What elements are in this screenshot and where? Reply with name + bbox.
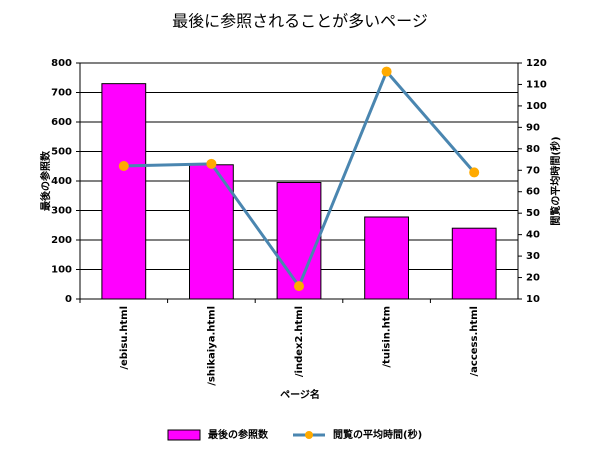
marker (118, 160, 129, 171)
y2-tick-label: 70 (526, 165, 540, 176)
y-axis-title: 最後の参照数 (39, 150, 52, 211)
y2-axis-title: 閲覧の平均時間(秒) (549, 136, 562, 225)
x-tick-label: /ebisu.html (119, 306, 130, 370)
bar (451, 227, 497, 300)
bar (364, 216, 410, 300)
y2-tick-label: 40 (526, 230, 540, 241)
y-tick-label: 500 (51, 147, 72, 158)
marker (206, 158, 217, 169)
y2-tick-label: 80 (526, 144, 540, 155)
marker (381, 66, 392, 77)
bar (276, 181, 322, 300)
legend-label: 最後の参照数 (208, 428, 269, 441)
bar (101, 83, 147, 300)
y-tick-label: 700 (51, 88, 72, 99)
legend-swatch (167, 429, 201, 441)
y-tick-label: 100 (51, 265, 72, 276)
y2-tick-label: 60 (526, 187, 540, 198)
y2-tick-label: 50 (526, 208, 540, 219)
y2-tick-label: 100 (526, 101, 547, 112)
x-tick-label: /access.html (469, 306, 480, 377)
y2-tick-label: 120 (526, 58, 547, 69)
x-axis-title: ページ名 (280, 388, 320, 401)
y-tick-label: 400 (51, 176, 72, 187)
bar (189, 164, 234, 300)
y2-tick-label: 90 (526, 122, 540, 133)
y-tick-label: 800 (51, 58, 72, 69)
legend-marker (305, 431, 313, 439)
y-tick-label: 300 (51, 206, 72, 217)
marker (469, 167, 480, 178)
chart-title: 最後に参照されることが多いページ (172, 12, 428, 31)
y2-tick-label: 10 (526, 294, 540, 305)
y2-tick-label: 20 (526, 273, 540, 284)
marker (294, 281, 304, 292)
y-tick-label: 200 (51, 235, 72, 246)
x-tick-label: /tuisin.htm (382, 306, 393, 368)
y2-tick-label: 30 (526, 251, 540, 262)
x-tick-label: /shikaiya.html (206, 306, 217, 386)
x-tick-label: /index2.html (294, 306, 305, 377)
y2-tick-label: 110 (526, 79, 547, 90)
y-tick-label: 0 (65, 294, 72, 305)
y-tick-label: 600 (51, 117, 72, 128)
legend-label: 閲覧の平均時間(秒) (333, 428, 422, 441)
